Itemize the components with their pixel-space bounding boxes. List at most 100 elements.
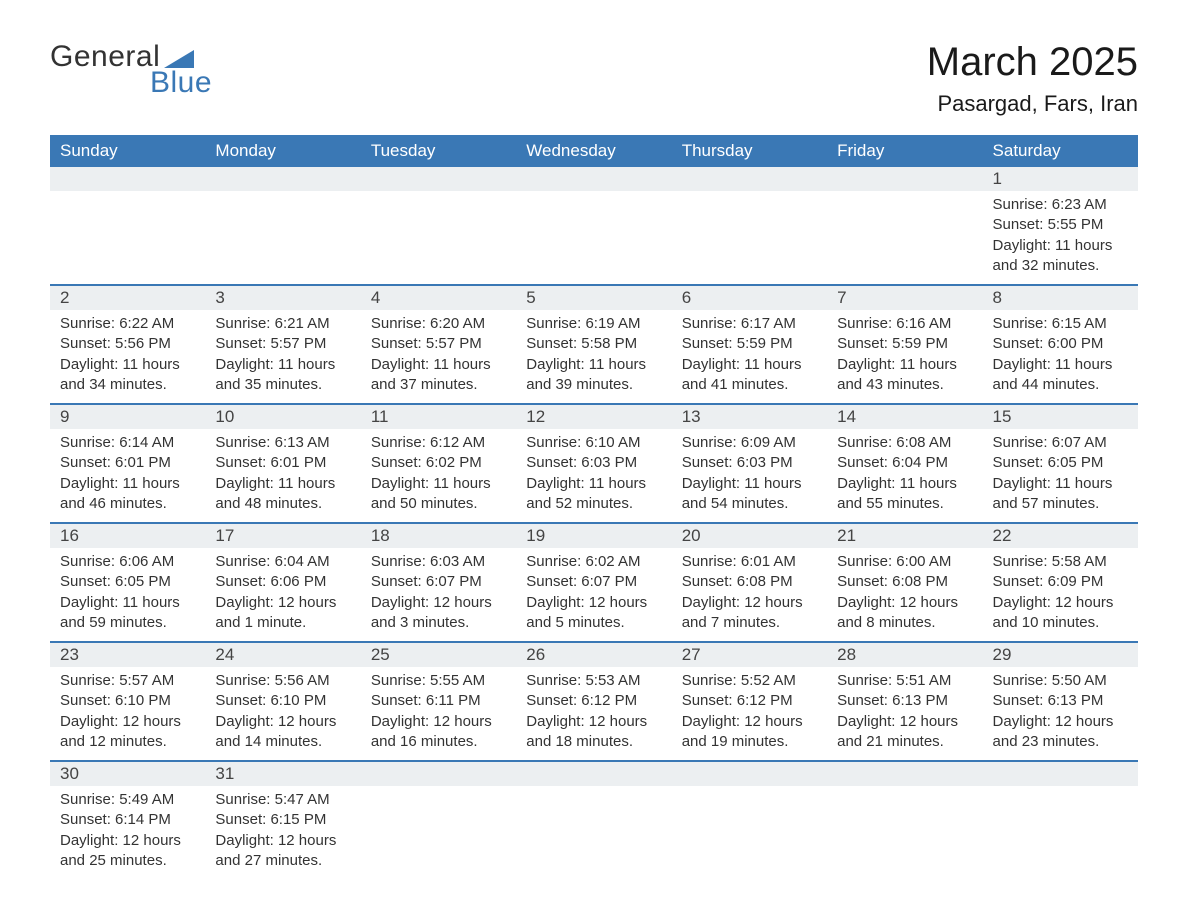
daylight-text: and 39 minutes. xyxy=(526,375,661,395)
day-number-cell: 2 xyxy=(50,285,205,310)
sunrise-text: Sunrise: 5:51 AM xyxy=(837,671,972,691)
info-row: Sunrise: 6:06 AMSunset: 6:05 PM Daylight:… xyxy=(50,548,1138,642)
day-number-cell: 3 xyxy=(205,285,360,310)
sunset-text: Sunset: 6:12 PM xyxy=(526,691,661,711)
weekday-header-row: Sunday Monday Tuesday Wednesday Thursday… xyxy=(50,135,1138,167)
day-number-cell xyxy=(205,167,360,191)
sunrise-text: Sunrise: 6:02 AM xyxy=(526,552,661,572)
sunrise-text: Sunrise: 6:16 AM xyxy=(837,314,972,334)
day-number-cell: 21 xyxy=(827,523,982,548)
sunrise-text: Sunrise: 6:17 AM xyxy=(682,314,817,334)
sunset-text: Sunset: 6:11 PM xyxy=(371,691,506,711)
daylight-text: and 44 minutes. xyxy=(993,375,1128,395)
daylight-text: and 57 minutes. xyxy=(993,494,1128,514)
daylight-text: Daylight: 11 hours xyxy=(682,355,817,375)
daylight-text: Daylight: 11 hours xyxy=(993,355,1128,375)
day-info-cell: Sunrise: 5:53 AMSunset: 6:12 PMDaylight:… xyxy=(516,667,671,761)
sunset-text: Sunset: 6:03 PM xyxy=(682,453,817,473)
logo: General Blue xyxy=(50,40,212,100)
day-number-cell: 15 xyxy=(983,404,1138,429)
daylight-text: and 48 minutes. xyxy=(215,494,350,514)
day-info-cell: Sunrise: 6:04 AMSunset: 6:06 PMDaylight:… xyxy=(205,548,360,642)
day-number-cell xyxy=(516,167,671,191)
sunset-text: Sunset: 6:08 PM xyxy=(682,572,817,592)
day-info-cell: Sunrise: 5:56 AMSunset: 6:10 PMDaylight:… xyxy=(205,667,360,761)
weekday-header: Thursday xyxy=(672,135,827,167)
sunrise-text: Sunrise: 6:04 AM xyxy=(215,552,350,572)
weekday-header: Wednesday xyxy=(516,135,671,167)
day-number-cell: 4 xyxy=(361,285,516,310)
daylight-text: and 8 minutes. xyxy=(837,613,972,633)
daylight-text: and 41 minutes. xyxy=(682,375,817,395)
daylight-text: Daylight: 11 hours xyxy=(993,474,1128,494)
day-number-cell: 28 xyxy=(827,642,982,667)
day-number-cell: 18 xyxy=(361,523,516,548)
daylight-text: Daylight: 11 hours xyxy=(60,355,195,375)
sunrise-text: Sunrise: 6:01 AM xyxy=(682,552,817,572)
day-number-cell xyxy=(672,761,827,786)
day-info-cell xyxy=(672,786,827,879)
weekday-header: Friday xyxy=(827,135,982,167)
day-number-cell: 13 xyxy=(672,404,827,429)
day-number-cell: 29 xyxy=(983,642,1138,667)
sunrise-text: Sunrise: 5:50 AM xyxy=(993,671,1128,691)
daylight-text: Daylight: 11 hours xyxy=(526,474,661,494)
day-info-cell: Sunrise: 6:16 AMSunset: 5:59 PMDaylight:… xyxy=(827,310,982,404)
location-text: Pasargad, Fars, Iran xyxy=(927,91,1138,117)
day-info-cell: Sunrise: 5:52 AMSunset: 6:12 PMDaylight:… xyxy=(672,667,827,761)
weekday-header: Tuesday xyxy=(361,135,516,167)
day-number-cell: 17 xyxy=(205,523,360,548)
sunset-text: Sunset: 6:03 PM xyxy=(526,453,661,473)
day-info-cell xyxy=(361,191,516,285)
info-row: Sunrise: 5:57 AMSunset: 6:10 PMDaylight:… xyxy=(50,667,1138,761)
sunset-text: Sunset: 6:01 PM xyxy=(60,453,195,473)
day-number-cell: 11 xyxy=(361,404,516,429)
daylight-text: and 3 minutes. xyxy=(371,613,506,633)
daylight-text: Daylight: 12 hours xyxy=(993,712,1128,732)
daynum-row: 3031 xyxy=(50,761,1138,786)
sunrise-text: Sunrise: 5:49 AM xyxy=(60,790,195,810)
weekday-header: Sunday xyxy=(50,135,205,167)
day-info-cell: Sunrise: 6:15 AMSunset: 6:00 PMDaylight:… xyxy=(983,310,1138,404)
logo-triangle-icon xyxy=(164,46,194,68)
day-info-cell xyxy=(983,786,1138,879)
sunset-text: Sunset: 6:00 PM xyxy=(993,334,1128,354)
daylight-text: and 21 minutes. xyxy=(837,732,972,752)
sunset-text: Sunset: 5:58 PM xyxy=(526,334,661,354)
daynum-row: 23242526272829 xyxy=(50,642,1138,667)
daylight-text: and 34 minutes. xyxy=(60,375,195,395)
day-info-cell: Sunrise: 5:58 AMSunset: 6:09 PMDaylight:… xyxy=(983,548,1138,642)
sunset-text: Sunset: 6:12 PM xyxy=(682,691,817,711)
daylight-text: and 10 minutes. xyxy=(993,613,1128,633)
day-info-cell: Sunrise: 6:06 AMSunset: 6:05 PMDaylight:… xyxy=(50,548,205,642)
day-number-cell: 24 xyxy=(205,642,360,667)
day-info-cell: Sunrise: 6:10 AMSunset: 6:03 PMDaylight:… xyxy=(516,429,671,523)
sunrise-text: Sunrise: 6:21 AM xyxy=(215,314,350,334)
daylight-text: Daylight: 11 hours xyxy=(526,355,661,375)
daylight-text: and 59 minutes. xyxy=(60,613,195,633)
day-info-cell xyxy=(827,191,982,285)
daylight-text: Daylight: 12 hours xyxy=(526,593,661,613)
sunrise-text: Sunrise: 5:57 AM xyxy=(60,671,195,691)
sunrise-text: Sunrise: 6:20 AM xyxy=(371,314,506,334)
day-info-cell: Sunrise: 6:14 AMSunset: 6:01 PMDaylight:… xyxy=(50,429,205,523)
daylight-text: and 1 minute. xyxy=(215,613,350,633)
daylight-text: and 27 minutes. xyxy=(215,851,350,871)
sunset-text: Sunset: 6:05 PM xyxy=(60,572,195,592)
sunrise-text: Sunrise: 6:06 AM xyxy=(60,552,195,572)
day-info-cell: Sunrise: 6:03 AMSunset: 6:07 PMDaylight:… xyxy=(361,548,516,642)
daylight-text: Daylight: 12 hours xyxy=(215,831,350,851)
day-number-cell: 5 xyxy=(516,285,671,310)
sunrise-text: Sunrise: 6:10 AM xyxy=(526,433,661,453)
day-number-cell xyxy=(50,167,205,191)
sunrise-text: Sunrise: 6:12 AM xyxy=(371,433,506,453)
sunset-text: Sunset: 5:57 PM xyxy=(215,334,350,354)
daylight-text: and 19 minutes. xyxy=(682,732,817,752)
sunrise-text: Sunrise: 5:47 AM xyxy=(215,790,350,810)
day-number-cell: 1 xyxy=(983,167,1138,191)
day-number-cell xyxy=(516,761,671,786)
daylight-text: Daylight: 11 hours xyxy=(993,236,1128,256)
calendar-table: Sunday Monday Tuesday Wednesday Thursday… xyxy=(50,135,1138,879)
sunset-text: Sunset: 5:59 PM xyxy=(682,334,817,354)
daylight-text: and 37 minutes. xyxy=(371,375,506,395)
